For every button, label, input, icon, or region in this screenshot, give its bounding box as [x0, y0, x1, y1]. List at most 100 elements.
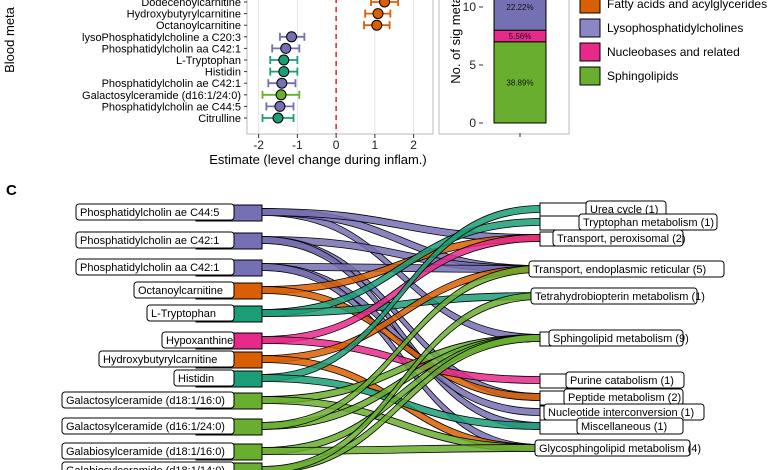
sankey-left-label: Phosphatidylcholin ae C44:5: [80, 207, 219, 219]
estimate-point: [276, 77, 288, 89]
estimate-point: [278, 54, 290, 66]
sankey-left-label-box: [61, 461, 235, 470]
estimate-point: [371, 19, 383, 31]
forest-plot-y-axis-title: Blood meta: [2, 6, 17, 73]
stacked-bar-chart: 38.89% 5.56% 22.22% 0 5 10 No. of sig meta F…: [438, 0, 767, 137]
estimate-point: [280, 42, 292, 54]
bar-chart-y-ticks: 0 5 10: [463, 0, 483, 130]
segment-percent-label: 5.56%: [509, 32, 532, 41]
sankey-left-label-box: [133, 281, 235, 299]
forest-plot: DodecenoylcarnitineHydroxybutyrylcarniti…: [2, 0, 434, 167]
metabolite-label: Histidin: [205, 67, 241, 79]
estimate-point: [274, 100, 286, 112]
sankey-left-label-box: [75, 203, 235, 221]
sankey-right-labels: Urea cycle (1)Tryptophan metabolism (1) T…: [528, 200, 725, 457]
sankey-right-label-box: [552, 229, 684, 247]
sankey-left-label: Octanoylcarnitine: [138, 285, 223, 297]
estimate-point: [379, 0, 391, 8]
sankey-right-label-box: [534, 439, 691, 457]
estimate-point: [278, 66, 290, 78]
metabolite-label: Hydroxybutyrylcarnitine: [127, 9, 241, 21]
sankey-left-label: Hypoxanthine: [166, 335, 233, 347]
sankey-left-label-box: [173, 369, 235, 387]
sankey-right-label: Sphingolipid metabolism (9): [553, 333, 689, 345]
sankey-left-label-box: [161, 331, 235, 349]
sankey-right-label: Miscellaneous (1): [581, 421, 667, 433]
legend-swatch: [579, 18, 601, 38]
x-tick-label: -1: [292, 138, 303, 152]
legend-label: Fatty acids and acylglycerides: [607, 0, 767, 11]
segment-percent-label: 38.89%: [506, 78, 533, 87]
estimate-point: [275, 89, 287, 101]
sankey-left-label-box: [98, 350, 235, 368]
sankey-flows: [261, 205, 541, 470]
metabolite-label: Citrulline: [198, 113, 241, 125]
sankey-left-label: Galactosylceramide (d18:1/16:0): [66, 395, 225, 407]
bar-segments: 38.89% 5.56% 22.22%: [493, 0, 547, 124]
sankey-right-label-box: [530, 287, 698, 305]
sankey-right-label: Transport, peroxisomal (2): [557, 233, 686, 245]
estimate-point: [286, 31, 298, 43]
metabolite-label: Phosphatidylcholin aa C42:1: [102, 43, 241, 55]
x-tick-label: 2: [410, 138, 417, 152]
estimate-point: [272, 112, 284, 124]
forest-plot-frame: [246, 0, 434, 135]
sankey-left-label: Histidin: [178, 373, 214, 385]
forest-plot-y-labels: DodecenoylcarnitineHydroxybutyrylcarniti…: [82, 0, 247, 125]
legend-label: Sphingolipids: [607, 69, 678, 83]
metabolite-label: Phosphatidylcholin ae C42:1: [102, 78, 241, 90]
legend-label: Lysophosphatidylcholines: [607, 21, 743, 35]
sankey-right-label: Transport, endoplasmic reticular (5): [533, 264, 706, 276]
legend-label: Nucleobases and related: [607, 45, 740, 59]
sankey-left-label-box: [61, 442, 235, 460]
sankey-right-label: Purine catabolism (1): [570, 375, 674, 387]
sankey-left-labels: Phosphatidylcholin ae C44:5 Phosphatidylc…: [61, 203, 235, 470]
sankey-right-label: Nucleotide interconversion (1): [548, 407, 694, 419]
bar-y-tick-label: 5: [469, 58, 476, 72]
sankey-right-label: Tryptophan metabolism (1): [583, 217, 714, 229]
segment-percent-label: 22.22%: [506, 3, 533, 12]
sankey-left-label: Galabiosylceramide (d18:1/16:0): [66, 446, 225, 458]
sankey-left-label-box: [61, 417, 235, 435]
bar-chart-y-axis-title: No. of sig meta: [448, 0, 463, 84]
metabolite-label: Galactosylceramide (d16:1/24:0): [82, 90, 241, 102]
sankey-left-label-box: [61, 391, 235, 409]
sankey-right-label-box: [528, 260, 725, 278]
sankey-left-label: L-Tryptophan: [151, 308, 216, 320]
bar-segment: [493, 0, 547, 31]
x-tick-label: -2: [253, 138, 264, 152]
panel-c-label: C: [6, 182, 17, 199]
sankey-left-label-box: [146, 304, 235, 322]
sankey-right-label: Glycosphingolipid metabolism (4): [539, 443, 701, 455]
metabolite-label: Octanoylcarnitine: [156, 20, 241, 32]
sankey-right-label-box: [565, 371, 685, 389]
sankey-left-label: Galactosylceramide (d16:1/24:0): [66, 421, 225, 433]
sankey-left-label: Galabiosylceramide (d18:1/14:0): [66, 465, 225, 470]
metabolite-label: Phosphatidylcholin ae C44:5: [102, 101, 241, 113]
legend-swatch: [579, 42, 601, 62]
sankey-left-label: Hydroxybutyrylcarnitine: [103, 354, 217, 366]
sankey-right-label-box: [576, 417, 684, 435]
metabolite-label: Dodecenoylcarnitine: [141, 0, 241, 9]
sankey-left-label-box: [75, 231, 235, 249]
sankey-right-label-box: [548, 329, 684, 347]
sankey-right-label: Peptide metabolism (2): [568, 392, 681, 404]
sankey-left-label: Phosphatidylcholin ae C42:1: [80, 235, 219, 247]
sankey-right-label: Tetrahydrobiopterin metabolism (1): [535, 291, 705, 303]
sankey-left-label: Phosphatidylcholin aa C42:1: [80, 262, 219, 274]
estimate-point: [372, 8, 384, 20]
bar-y-tick-label: 10: [463, 0, 477, 14]
metabolite-label: L-Tryptophan: [176, 55, 241, 67]
sankey-diagram: C Phosphatidylcholin ae C44:5Phosphatidy…: [6, 182, 725, 470]
legend-swatch: [579, 0, 601, 14]
sankey-right-label: Urea cycle (1): [590, 204, 658, 216]
forest-plot-x-ticks: -2 -1 0 1 2: [253, 134, 417, 152]
legend-swatch: [579, 66, 601, 86]
x-tick-label: 0: [333, 138, 340, 152]
bar-y-tick-label: 0: [469, 116, 476, 130]
x-tick-label: 1: [372, 138, 379, 152]
sankey-left-label-box: [75, 258, 235, 276]
forest-plot-points: [261, 0, 400, 124]
bar-segment: [493, 41, 547, 124]
